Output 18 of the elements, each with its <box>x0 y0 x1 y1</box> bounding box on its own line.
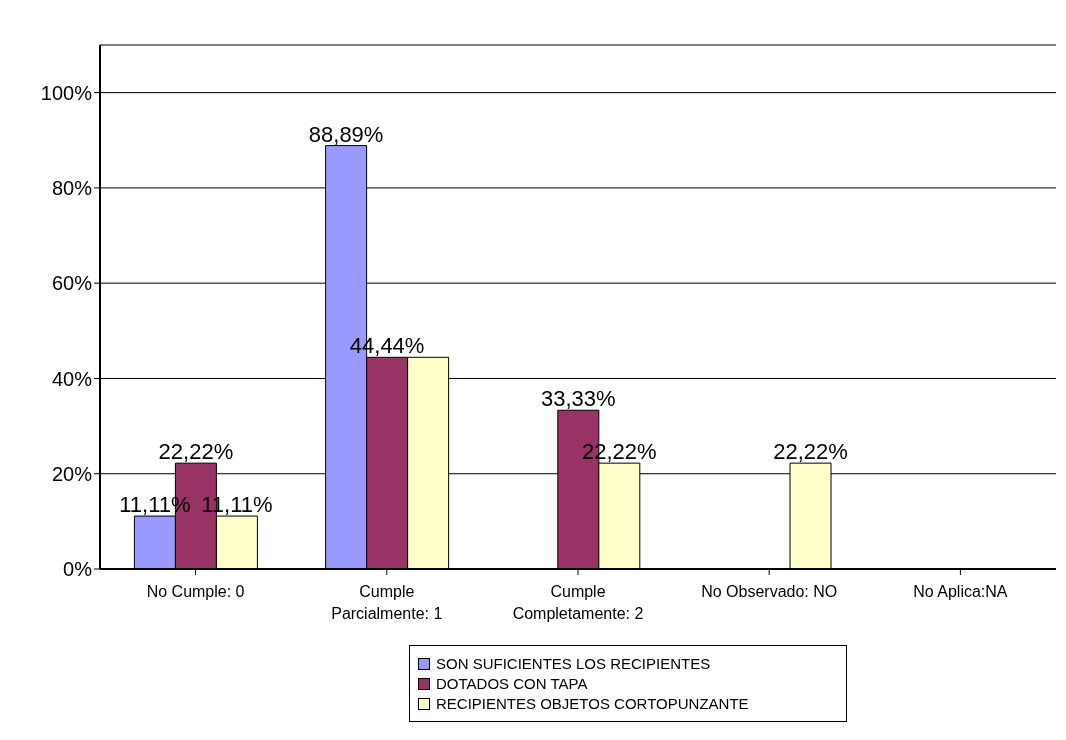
y-tick-label: 100% <box>40 81 93 104</box>
data-label: 22,22% <box>158 439 234 465</box>
data-label: 33,33% <box>541 386 616 412</box>
x-tick-label: No Observado: NO <box>701 583 838 600</box>
x-tick-label: No Aplica:NA <box>913 583 1008 600</box>
legend-label: RECIPIENTES OBJETOS CORTOPUNZANTE <box>436 695 749 712</box>
data-label: 88,89% <box>308 121 384 147</box>
x-tick-label: No Cumple: 0 <box>146 583 245 600</box>
y-tick-label: 40% <box>51 367 93 390</box>
x-tick-label: Cumple Completamente: 2 <box>512 583 644 622</box>
data-label: 22,22% <box>773 439 848 465</box>
y-tick-label: 20% <box>51 462 93 485</box>
y-tick-label: 60% <box>51 272 93 295</box>
legend-label: SON SUFICIENTES LOS RECIPIENTES <box>436 655 711 672</box>
y-tick-label: 80% <box>51 177 93 200</box>
legend-label: DOTADOS CON TAPA <box>436 675 588 692</box>
y-tick-label: 0% <box>63 558 93 581</box>
x-tick-label: Cumple Parcialmente: 1 <box>331 583 443 622</box>
